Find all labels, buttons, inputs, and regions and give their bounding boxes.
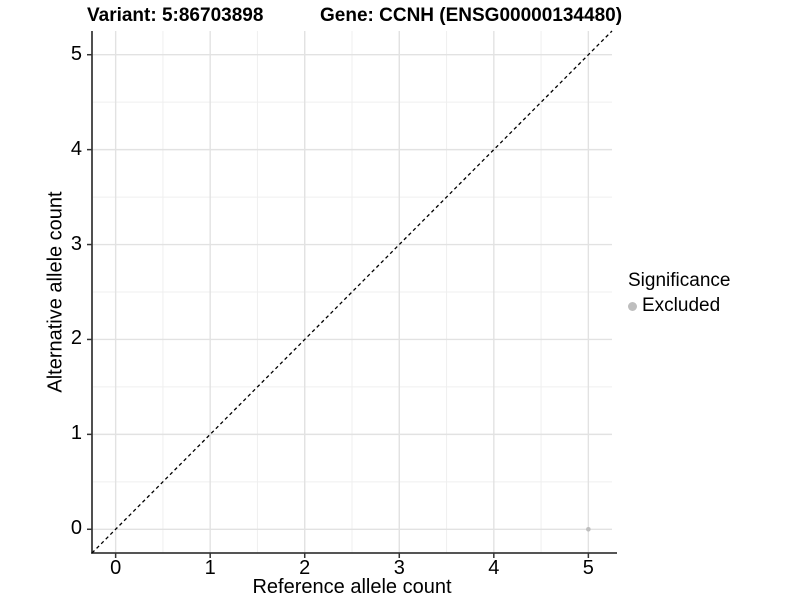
y-tick-label: 0 [70, 517, 82, 540]
x-tick-label: 1 [204, 557, 216, 579]
y-tick-label: 4 [70, 137, 82, 160]
y-tick-label: 5 [70, 42, 82, 65]
y-tick-label: 2 [70, 327, 82, 350]
y-axis-title: Alternative allele count [44, 191, 67, 393]
legend-item: Excluded [628, 295, 730, 317]
x-axis-title: Reference allele count [252, 576, 452, 598]
x-tick-label: 5 [582, 557, 594, 579]
identity-reference-line [91, 30, 613, 554]
plot-title-gene: Gene: CCNH (ENSG00000134480) [320, 5, 623, 26]
legend-title: Significance [628, 270, 731, 291]
y-tick-label: 3 [70, 232, 82, 255]
legend: Significance Excluded [628, 270, 730, 317]
plot-title-variant: Variant: 5:86703898 [87, 5, 264, 26]
data-point [586, 526, 591, 532]
legend-key-dot-icon [628, 301, 637, 311]
x-tick-label: 4 [488, 557, 500, 579]
legend-item-label: Excluded [642, 295, 721, 316]
x-tick-label: 2 [299, 557, 311, 579]
y-tick-label: 1 [70, 422, 82, 445]
x-tick-label: 3 [393, 557, 405, 579]
legend-items: Excluded [628, 295, 730, 317]
x-tick-label: 0 [110, 557, 122, 579]
